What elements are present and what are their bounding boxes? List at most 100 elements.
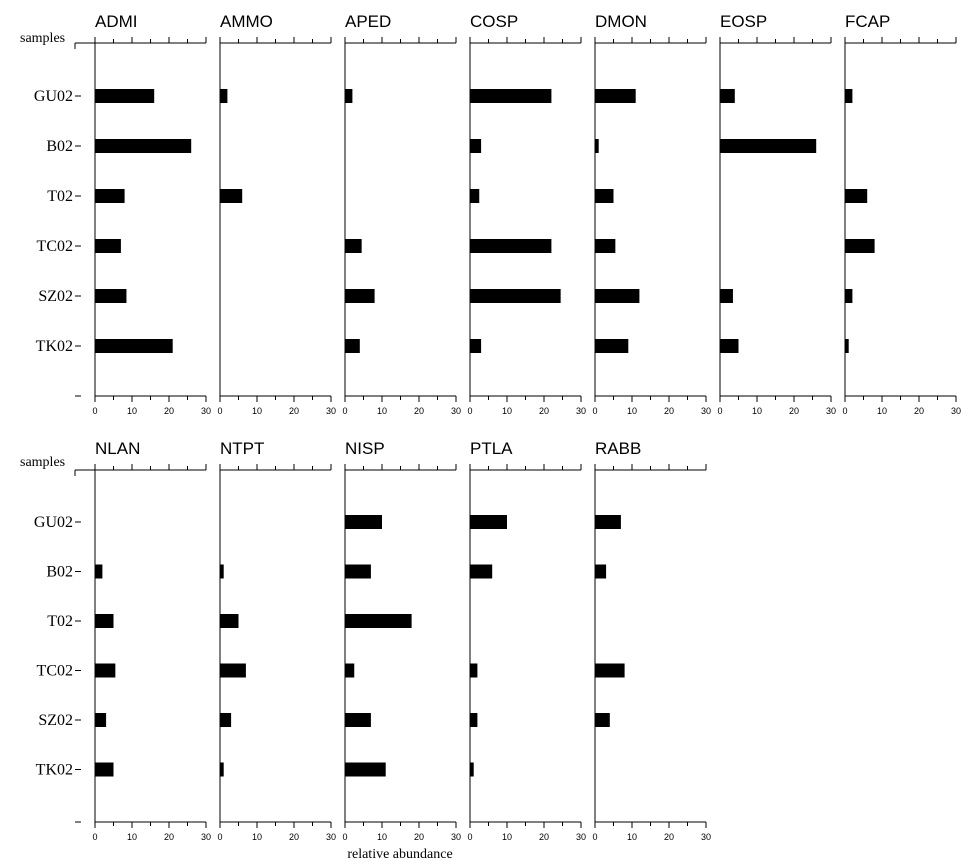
- sample-label: B02: [46, 138, 73, 155]
- x-tick-label: 30: [201, 406, 211, 416]
- bar: [470, 762, 474, 777]
- bar: [595, 289, 640, 303]
- bar: [720, 89, 735, 103]
- panel-title: ADMI: [95, 12, 138, 31]
- bar: [345, 289, 375, 303]
- x-tick-label: 30: [701, 406, 711, 416]
- bar: [470, 239, 552, 253]
- x-tick-label: 0: [217, 832, 222, 842]
- bar: [595, 139, 599, 153]
- panel-title: NTPT: [220, 439, 264, 458]
- panel-title: EOSP: [720, 12, 767, 31]
- bar: [595, 663, 625, 678]
- bar: [95, 89, 155, 103]
- x-tick-label: 20: [289, 832, 299, 842]
- x-tick-label: 10: [252, 832, 262, 842]
- bar: [95, 339, 173, 353]
- x-tick-label: 10: [377, 406, 387, 416]
- x-tick-label: 10: [627, 406, 637, 416]
- bar: [95, 139, 192, 153]
- bar: [845, 89, 853, 103]
- bar: [345, 564, 371, 579]
- x-tick-label: 30: [326, 832, 336, 842]
- x-tick-label: 0: [342, 406, 347, 416]
- bar: [95, 239, 121, 253]
- x-tick-label: 10: [752, 406, 762, 416]
- sample-label: TC02: [37, 238, 73, 255]
- x-tick-label: 10: [252, 406, 262, 416]
- x-tick-label: 30: [576, 832, 586, 842]
- x-axis-title: relative abundance: [347, 847, 452, 860]
- bar: [470, 339, 482, 353]
- x-tick-label: 20: [289, 406, 299, 416]
- bar: [220, 614, 239, 628]
- bar: [95, 189, 125, 203]
- bar: [95, 614, 114, 628]
- x-tick-label: 10: [502, 832, 512, 842]
- bar: [720, 289, 733, 303]
- bar: [95, 564, 103, 579]
- x-tick-label: 30: [701, 832, 711, 842]
- x-tick-label: 10: [127, 832, 137, 842]
- panel-title: FCAP: [845, 12, 890, 31]
- bar: [345, 339, 360, 353]
- bar: [220, 663, 246, 678]
- bar: [95, 289, 127, 303]
- sample-label: TK02: [36, 338, 73, 355]
- sample-label: SZ02: [38, 288, 73, 305]
- bar: [845, 339, 849, 353]
- x-tick-label: 30: [326, 406, 336, 416]
- x-tick-label: 20: [164, 406, 174, 416]
- x-tick-label: 0: [467, 832, 472, 842]
- x-tick-label: 10: [502, 406, 512, 416]
- sample-label: TK02: [36, 762, 73, 779]
- bar: [345, 515, 382, 529]
- panel-title: RABB: [595, 439, 641, 458]
- panel-title: AMMO: [220, 12, 273, 31]
- sample-label: T02: [47, 613, 73, 630]
- x-tick-label: 0: [592, 832, 597, 842]
- x-tick-label: 10: [877, 406, 887, 416]
- x-tick-label: 30: [201, 832, 211, 842]
- sample-label: T02: [47, 188, 73, 205]
- x-tick-label: 10: [127, 406, 137, 416]
- bar: [470, 663, 478, 678]
- panel-title: NLAN: [95, 439, 140, 458]
- bar: [95, 762, 114, 777]
- x-tick-label: 20: [539, 832, 549, 842]
- bar: [470, 289, 561, 303]
- bar: [220, 713, 232, 727]
- bar: [595, 515, 621, 529]
- x-tick-label: 0: [842, 406, 847, 416]
- bar: [595, 239, 616, 253]
- sample-label: GU02: [34, 514, 73, 531]
- x-tick-label: 0: [92, 406, 97, 416]
- bar: [345, 762, 386, 777]
- bar: [345, 614, 412, 628]
- panel-title: APED: [345, 12, 391, 31]
- bar: [595, 189, 614, 203]
- bar: [845, 189, 868, 203]
- sample-label: B02: [46, 564, 73, 581]
- bar: [220, 564, 224, 579]
- x-tick-label: 20: [414, 406, 424, 416]
- bar: [95, 713, 107, 727]
- bar: [720, 139, 817, 153]
- x-tick-label: 30: [951, 406, 961, 416]
- bar: [470, 564, 493, 579]
- x-tick-label: 0: [342, 832, 347, 842]
- bar: [345, 239, 362, 253]
- bar: [595, 339, 629, 353]
- x-tick-label: 10: [377, 832, 387, 842]
- panel-title: COSP: [470, 12, 518, 31]
- bar: [470, 89, 552, 103]
- y-axis-title-top: samples: [20, 31, 65, 46]
- bar: [345, 713, 371, 727]
- x-tick-label: 20: [789, 406, 799, 416]
- bar: [470, 189, 480, 203]
- bar: [470, 139, 482, 153]
- x-tick-label: 20: [164, 832, 174, 842]
- y-axis-title-bottom: samples: [20, 455, 65, 470]
- bar: [95, 663, 116, 678]
